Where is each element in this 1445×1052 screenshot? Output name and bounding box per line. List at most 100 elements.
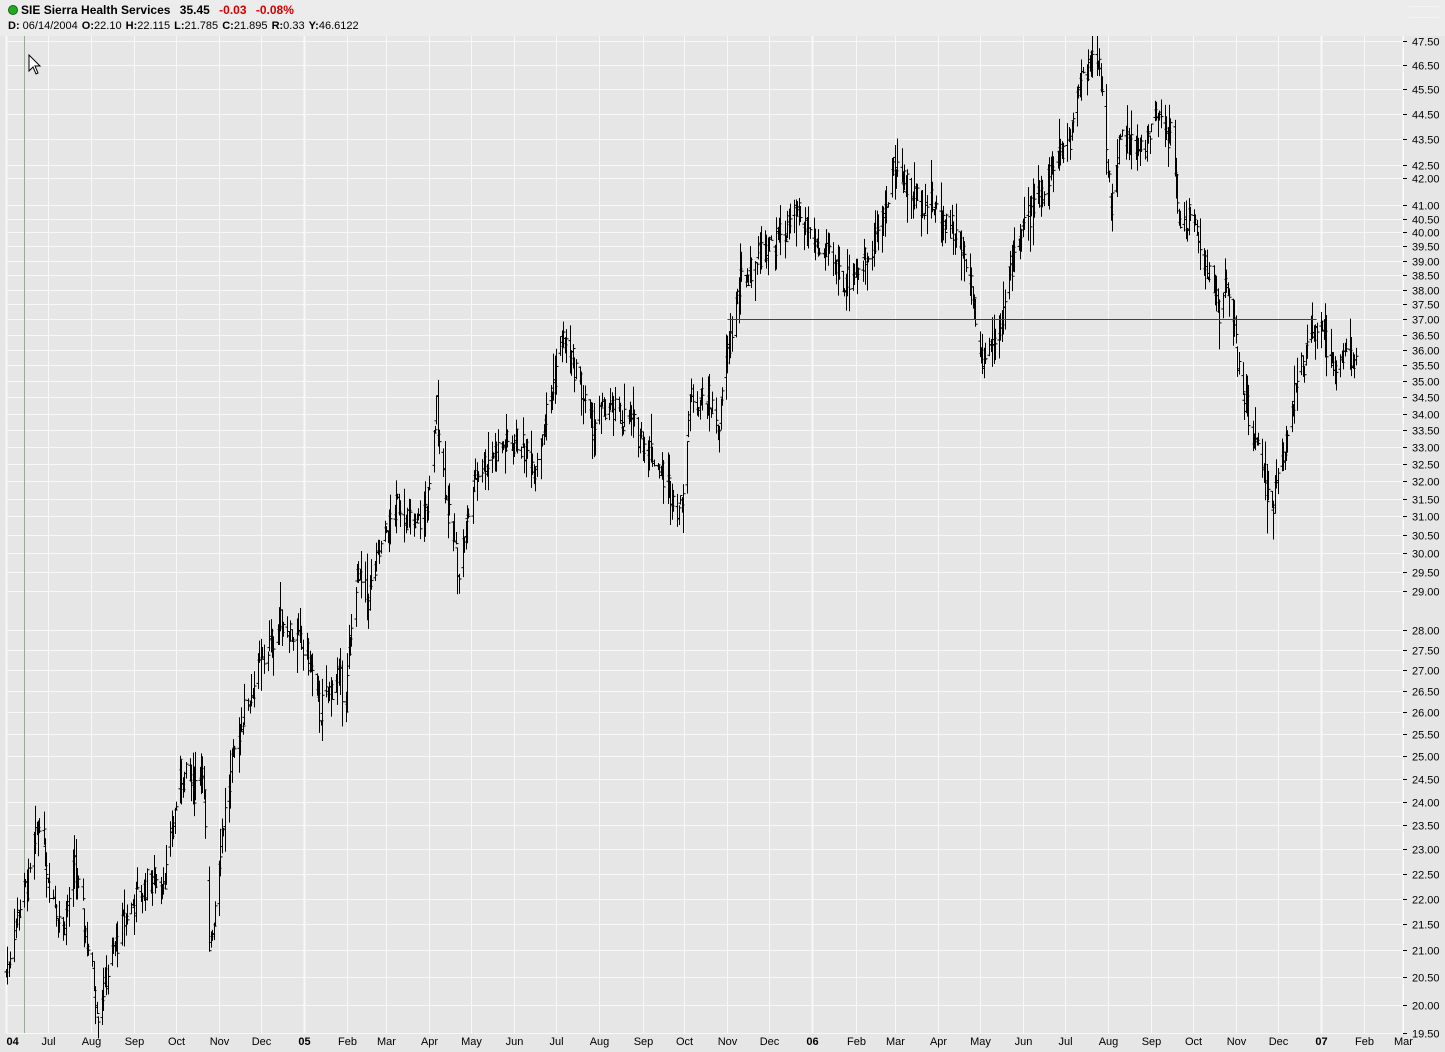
ohlc-bar <box>962 241 967 282</box>
mouse-cursor-icon <box>28 54 42 75</box>
ohlc-bar <box>746 275 751 286</box>
x-tick-label: Jul <box>1058 1036 1072 1048</box>
ohlc-bar <box>241 722 246 735</box>
ohlc-bar <box>700 377 705 411</box>
ohlc-bar <box>788 203 793 234</box>
y-tick-label: 25.00 <box>1412 752 1440 764</box>
ohlc-bar <box>203 789 208 839</box>
x-tick-label: Jun <box>1015 1036 1033 1048</box>
ohlc-bar <box>1207 262 1212 283</box>
corner-scroll-grip[interactable] <box>1409 6 1439 18</box>
x-tick-label: Feb <box>1355 1036 1374 1048</box>
y-tick-label: 40.50 <box>1412 215 1440 227</box>
ohlc-bar <box>574 359 579 379</box>
y-tick-label: 28.00 <box>1412 626 1440 638</box>
y-tick-label: 42.50 <box>1412 161 1440 173</box>
ohlc-bar <box>1265 463 1270 534</box>
ohlc-bar <box>427 475 432 491</box>
ohlc-bar <box>242 683 247 725</box>
ohlc-bar <box>505 429 510 448</box>
ohlc-bar <box>383 520 388 542</box>
high-value: 22.115 <box>137 20 171 32</box>
ohlc-bar <box>47 862 52 903</box>
ohlc-bar <box>461 529 466 578</box>
ohlc-bar <box>54 904 59 927</box>
ohlc-bar <box>1195 219 1200 236</box>
ohlc-bar <box>1227 288 1232 317</box>
ohlc-bar <box>466 508 471 519</box>
ohlc-bar <box>1022 196 1027 230</box>
ohlc-bar <box>1146 124 1151 144</box>
ohlc-bar <box>379 540 384 554</box>
ohlc-bar <box>266 651 271 672</box>
ohlc-bar <box>486 431 491 491</box>
ohlc-bar <box>1042 191 1047 207</box>
ohlc-bar <box>252 671 257 708</box>
ohlc-bar <box>661 459 666 504</box>
ohlc-bar <box>1315 322 1320 349</box>
ohlc-bar <box>262 644 267 674</box>
ohlc-bar <box>404 514 409 534</box>
x-tick-label: Dec <box>760 1036 780 1048</box>
ohlc-bar <box>685 441 690 494</box>
ohlc-bar <box>710 391 715 413</box>
ohlc-bar <box>1010 244 1015 292</box>
y-tick-label: 36.00 <box>1412 346 1440 358</box>
ohlc-bar <box>535 452 540 477</box>
ohlc-bar <box>232 745 237 758</box>
ohlc-bar <box>95 1001 100 1014</box>
ohlc-bar <box>525 438 530 459</box>
ohlc-bar <box>281 621 286 637</box>
ohlc-bar <box>1159 99 1164 129</box>
y-tick-label: 24.50 <box>1412 775 1440 787</box>
y-tick-label: 29.50 <box>1412 568 1440 580</box>
y-tick-label: 27.50 <box>1412 646 1440 658</box>
ohlc-bar <box>837 246 842 280</box>
ohlc-bar <box>301 639 306 671</box>
y-tick-label: 22.50 <box>1412 870 1440 882</box>
ohlc-bar <box>915 183 920 201</box>
ohlc-bar <box>925 195 930 235</box>
y-tick-label: 29.00 <box>1412 587 1440 599</box>
ohlc-bar <box>1241 362 1246 396</box>
ohlc-bar <box>398 500 403 527</box>
x-tick-label: May <box>461 1036 482 1048</box>
ohlc-bar <box>96 1016 101 1039</box>
y-tick-label: 38.00 <box>1412 286 1440 298</box>
ohlc-bar <box>941 205 946 241</box>
ohlc-bar <box>81 878 86 901</box>
ohlc-bar <box>369 559 374 590</box>
y-tick-label: 25.50 <box>1412 730 1440 742</box>
x-tick-label: 06 <box>806 1036 818 1048</box>
ohlc-bar <box>622 383 627 427</box>
ohlc-bar <box>571 344 576 369</box>
ohlc-bar <box>876 214 881 251</box>
ohlc-bar <box>184 762 189 779</box>
open-value: 22.10 <box>94 20 122 32</box>
y-tick-label: 26.00 <box>1412 708 1440 720</box>
ohlc-bar <box>730 316 735 352</box>
ohlc-bar <box>101 967 106 1012</box>
ohlc-bar <box>1118 133 1123 140</box>
ohlc-bar <box>1175 174 1180 214</box>
ohlc-bar <box>969 267 974 305</box>
y-tick-label: 37.00 <box>1412 315 1440 327</box>
ohlc-bar <box>1032 183 1037 218</box>
ohlc-bar <box>446 485 451 539</box>
y-tick-label: 21.00 <box>1412 946 1440 958</box>
ohlc-bar <box>1061 142 1066 164</box>
x-tick-label: Feb <box>338 1036 357 1048</box>
ohlc-bar <box>1107 170 1112 183</box>
range-value: 0.33 <box>283 20 305 32</box>
ohlc-bar <box>681 484 686 534</box>
ohlc-bar <box>1068 128 1073 160</box>
ohlc-bar <box>603 399 608 421</box>
ohlc-bar <box>707 373 712 432</box>
x-tick-label: Nov <box>1227 1036 1247 1048</box>
y-tick-label: 38.50 <box>1412 271 1440 283</box>
ohlc-bar <box>354 586 359 627</box>
ohlc-bar <box>207 866 212 952</box>
y-tick-label: 45.50 <box>1412 85 1440 97</box>
x-tick-label: Mar <box>377 1036 396 1048</box>
